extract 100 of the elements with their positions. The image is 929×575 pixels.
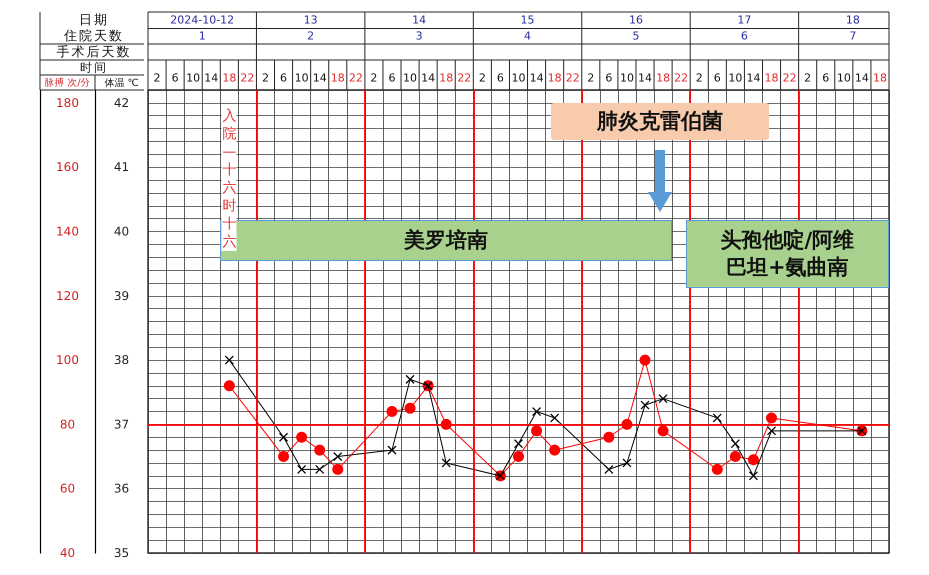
point [531,425,542,436]
x-tick-label: 2 [696,72,703,84]
x-axis-title: 时间 [80,59,108,76]
point [658,425,669,436]
point [404,402,416,414]
y-tick-label: 42 [114,96,130,110]
point [748,454,759,466]
point [712,413,722,423]
band-label: 美罗培南 [404,228,488,252]
point [640,354,651,366]
text: 5 [632,30,640,42]
annotation: 入院—十六时十六 [222,106,237,251]
point [224,380,235,392]
point [315,464,324,474]
y2-axis-title: 脉搏 次/分 [44,76,91,89]
point [550,413,560,423]
point [604,464,614,474]
point [296,432,308,443]
y2-tick-label: 160 [56,160,79,174]
x-tick-label: 6 [822,72,830,84]
x-tick-label: 6 [388,72,396,84]
band-label: 头孢他啶/阿维巴坦+氨曲南 [686,220,889,288]
point [332,464,344,475]
point [278,432,288,442]
point [405,374,415,384]
x2-tick-label: 18 [846,14,860,26]
x-tick-label: 22 [782,72,797,84]
x-tick-label: 14 [854,72,869,84]
point [712,464,723,475]
x-tick-label: 2 [478,72,486,84]
x-tick-label: 10 [186,72,200,84]
x-tick-label: 18 [764,72,779,84]
point [658,394,668,404]
x2-tick-label: 2024-10-12 [170,14,234,26]
point [314,444,326,456]
y-tick-label: 35 [114,546,130,560]
point [224,355,234,365]
x-tick-label: 6 [172,72,179,84]
x2-tick-label: 15 [520,14,535,26]
y2-tick-label: 40 [60,546,76,560]
point [513,451,524,462]
point [549,444,560,456]
x-tick-label: 18 [548,72,562,84]
point [296,464,306,474]
x-tick-label: 14 [204,72,218,84]
x-tick-label: 10 [512,72,526,84]
x-tick-label: 10 [728,72,742,84]
x-tick-label: 2 [804,72,812,84]
point [333,452,342,462]
point [730,451,741,462]
x-tick-label: 14 [746,72,760,84]
text: 3 [416,30,423,42]
point [766,412,778,424]
point [386,406,398,418]
x-tick-label: 6 [714,72,721,84]
x-tick-label: 18 [439,72,454,84]
point [730,439,740,448]
x-tick-label: 2 [370,72,378,84]
y-tick-label: 37 [114,417,130,432]
x2-tick-label: 17 [737,14,752,26]
text: 手术后天数 [56,44,132,61]
text: 4 [524,30,532,42]
point [748,471,758,480]
text: 6 [740,30,748,42]
point [514,439,524,448]
point [442,458,451,468]
point [603,432,614,443]
y-tick-label: 39 [114,288,130,303]
x-tick-label: 2 [154,72,161,84]
x-tick-label: 14 [421,72,436,84]
x-tick-label: 6 [280,72,288,84]
y2-tick-label: 140 [56,224,79,238]
x-tick-label: 22 [240,72,254,84]
point [278,451,290,462]
x-tick-label: 18 [656,72,670,84]
y-tick-label: 41 [114,160,130,174]
x2-tick-label: 14 [412,14,426,26]
x-tick-label: 18 [222,72,236,84]
x2-axis-title: 日期 [79,12,109,29]
y2-tick-label: 180 [56,96,79,110]
x-tick-label: 6 [605,72,612,84]
y2-tick-label: 100 [56,353,79,368]
x-tick-label: 10 [403,72,418,84]
x-tick-label: 6 [496,72,504,84]
x-tick-label: 10 [620,72,634,84]
x2-tick-label: 16 [628,14,643,26]
x-tick-label: 14 [530,72,544,84]
annotation: 肺炎克雷伯菌 [597,108,724,135]
y2-tick-label: 80 [60,417,76,432]
y-tick-label: 38 [114,353,130,368]
point [640,400,650,410]
x-tick-label: 18 [872,72,887,84]
x2-tick-label: 13 [304,14,318,26]
point [766,426,776,436]
text: 1 [198,30,206,42]
text: 住院天数 [64,28,124,45]
x-tick-label: 18 [330,72,345,84]
x-tick-label: 10 [836,72,851,84]
x-tick-label: 2 [262,72,269,84]
x-tick-label: 2 [587,72,594,84]
